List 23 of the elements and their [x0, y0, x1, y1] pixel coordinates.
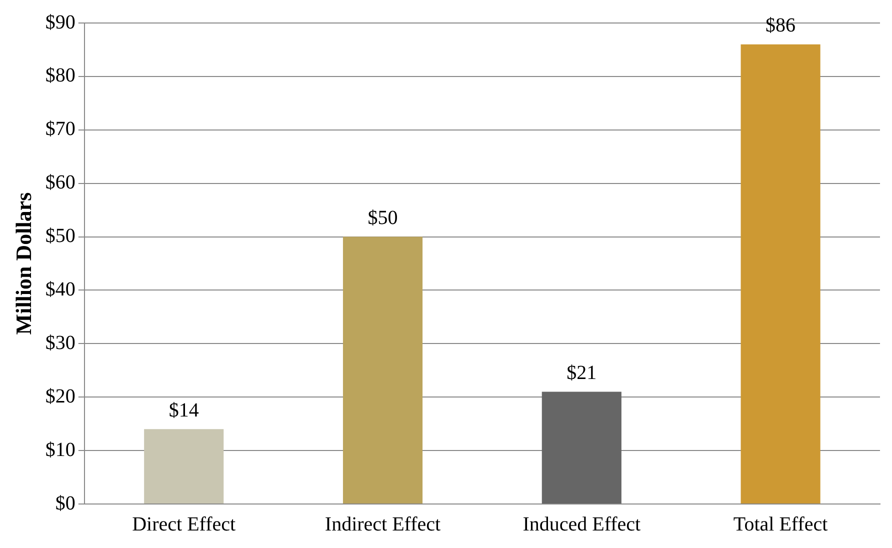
y-tick-label: $60	[45, 172, 76, 194]
y-tick-label: $40	[45, 278, 76, 300]
y-tick-label: $80	[45, 64, 76, 87]
y-tick-label: $20	[45, 385, 76, 408]
y-tick-label: $10	[45, 438, 76, 461]
y-tick-label: $90	[45, 11, 76, 34]
data-label: $86	[766, 14, 796, 37]
y-tick-label: $50	[45, 225, 76, 248]
y-tick-label: $30	[45, 332, 76, 354]
data-label: $14	[168, 399, 199, 422]
x-tick-label: Indirect Effect	[324, 513, 442, 536]
x-tick-label: Induced Effect	[522, 513, 642, 536]
bar	[144, 429, 224, 504]
y-axis-title: Million Dollars	[10, 192, 36, 335]
bar	[542, 392, 622, 504]
x-tick-label: Total Effect	[733, 513, 828, 536]
y-tick-label: $70	[45, 118, 76, 140]
x-tick-label: Direct Effect	[132, 513, 236, 536]
y-tick-label: $0	[55, 492, 76, 514]
data-label: $50	[368, 207, 398, 230]
data-label: $21	[566, 362, 597, 384]
bar	[342, 236, 423, 504]
bar	[740, 44, 820, 504]
